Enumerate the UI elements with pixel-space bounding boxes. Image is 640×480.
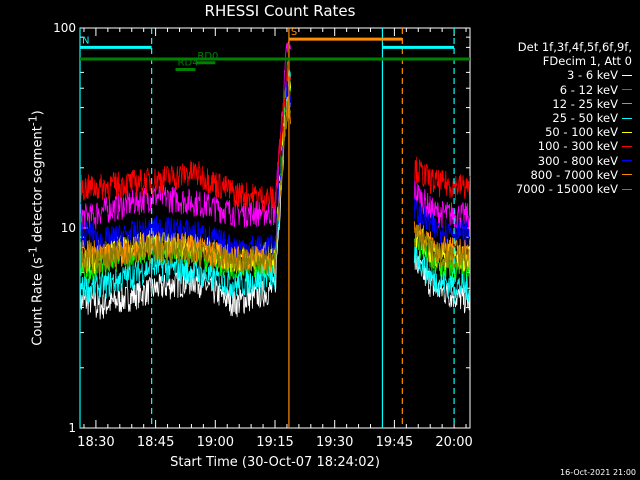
legend-entry: 100 - 300 keV xyxy=(474,139,632,153)
legend-swatch xyxy=(622,131,632,133)
legend-entry: 6 - 12 keV xyxy=(474,83,632,97)
y-axis-label: Count Rate (s-1 detector segment-1) xyxy=(26,110,46,346)
legend-entry: 800 - 7000 keV xyxy=(474,168,632,182)
legend-label: 12 - 25 keV xyxy=(552,96,618,111)
plot-frame xyxy=(79,27,471,429)
legend-header-line: Det 1f,3f,4f,5f,6f,9f, xyxy=(517,40,632,54)
legend-swatch xyxy=(622,117,632,119)
x-axis-label: Start Time (30-Oct-07 18:24:02) xyxy=(170,455,380,470)
legend: Det 1f,3f,4f,5f,6f,9f, FDecim 1, Att 0 3… xyxy=(474,40,632,196)
y-tick-label: 100 xyxy=(53,21,76,35)
legend-label: 100 - 300 keV xyxy=(537,139,618,154)
series-line xyxy=(79,41,471,231)
legend-swatch xyxy=(622,188,632,190)
legend-label: 7000 - 15000 keV xyxy=(515,182,618,197)
flag-bar-label: N xyxy=(82,35,89,46)
x-tick-label: 19:30 xyxy=(316,435,353,450)
legend-label: 300 - 800 keV xyxy=(537,153,618,168)
legend-swatch xyxy=(622,160,632,162)
legend-entry: 12 - 25 keV xyxy=(474,97,632,111)
legend-entry: 7000 - 15000 keV xyxy=(474,182,632,196)
x-tick-label: 19:00 xyxy=(197,435,234,450)
legend-swatch xyxy=(622,174,632,176)
x-tick-label: 19:45 xyxy=(376,435,413,450)
series-line xyxy=(79,80,471,263)
flag-bar-label: S xyxy=(291,27,297,38)
x-tick-label: 20:00 xyxy=(435,435,472,450)
legend-label: 25 - 50 keV xyxy=(552,111,618,126)
x-tick-label: 19:15 xyxy=(256,435,293,450)
flag-bar-label: RD4 xyxy=(178,58,199,69)
legend-label: 800 - 7000 keV xyxy=(530,167,618,182)
legend-entry: 25 - 50 keV xyxy=(474,111,632,125)
legend-entry: 50 - 100 keV xyxy=(474,125,632,139)
legend-swatch xyxy=(622,146,632,148)
legend-swatch xyxy=(622,103,632,105)
y-tick-label: 1 xyxy=(68,421,76,435)
flag-bar-label: RD0 xyxy=(197,51,218,62)
legend-header-line: FDecim 1, Att 0 xyxy=(542,54,632,69)
legend-label: 3 - 6 keV xyxy=(567,68,618,83)
footer-date: 16-Oct-2021 21:00 xyxy=(560,468,636,477)
x-tick-label: 18:45 xyxy=(137,435,174,450)
legend-label: 6 - 12 keV xyxy=(559,82,618,97)
legend-entry: 3 - 6 keV xyxy=(474,68,632,82)
x-tick-label: 18:30 xyxy=(77,435,114,450)
legend-entry: 300 - 800 keV xyxy=(474,154,632,168)
legend-label: 50 - 100 keV xyxy=(545,125,618,140)
chart-title: RHESSI Count Rates xyxy=(204,2,356,20)
series-line xyxy=(79,96,470,275)
legend-swatch xyxy=(622,89,632,91)
legend-swatch xyxy=(622,75,632,76)
series-line xyxy=(79,64,471,213)
series-line xyxy=(79,68,471,304)
y-tick-label: 10 xyxy=(61,221,76,235)
